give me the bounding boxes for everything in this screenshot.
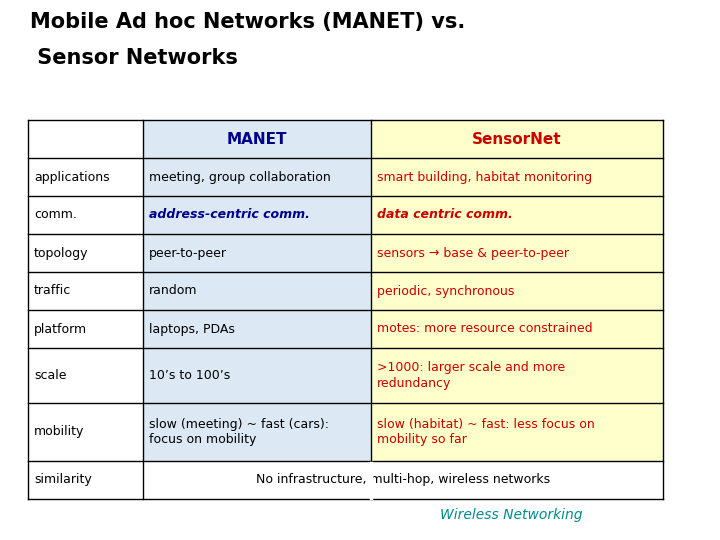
Bar xyxy=(28,348,143,403)
Bar xyxy=(371,403,663,461)
Bar xyxy=(143,461,663,499)
Text: slow (habitat) ~ fast: less focus on
mobility so far: slow (habitat) ~ fast: less focus on mob… xyxy=(377,418,595,446)
Text: similarity: similarity xyxy=(34,474,91,487)
Bar xyxy=(143,272,371,310)
Text: No infrastructure, multi-hop, wireless networks: No infrastructure, multi-hop, wireless n… xyxy=(256,474,550,487)
Text: motes: more resource constrained: motes: more resource constrained xyxy=(377,322,593,335)
Text: MANET: MANET xyxy=(227,132,287,146)
Bar xyxy=(28,196,143,234)
Bar xyxy=(143,158,371,196)
Text: Sensor Networks: Sensor Networks xyxy=(30,48,238,68)
Text: scale: scale xyxy=(34,369,66,382)
Text: peer-to-peer: peer-to-peer xyxy=(149,246,227,260)
Text: 10’s to 100’s: 10’s to 100’s xyxy=(149,369,230,382)
Text: traffic: traffic xyxy=(34,285,71,298)
Text: Mobile Ad hoc Networks (MANET) vs.: Mobile Ad hoc Networks (MANET) vs. xyxy=(30,12,465,32)
Text: laptops, PDAs: laptops, PDAs xyxy=(149,322,235,335)
Text: slow (meeting) ~ fast (cars):
focus on mobility: slow (meeting) ~ fast (cars): focus on m… xyxy=(149,418,329,446)
Bar xyxy=(143,348,371,403)
Bar xyxy=(371,272,663,310)
Bar xyxy=(371,310,663,348)
Text: >1000: larger scale and more
redundancy: >1000: larger scale and more redundancy xyxy=(377,361,565,389)
Bar xyxy=(28,272,143,310)
Text: random: random xyxy=(149,285,197,298)
Bar xyxy=(371,348,663,403)
Bar xyxy=(143,403,371,461)
Text: comm.: comm. xyxy=(34,208,77,221)
Bar xyxy=(28,310,143,348)
Text: periodic, synchronous: periodic, synchronous xyxy=(377,285,514,298)
Text: data centric comm.: data centric comm. xyxy=(377,208,513,221)
Text: sensors → base & peer-to-peer: sensors → base & peer-to-peer xyxy=(377,246,569,260)
Text: SensorNet: SensorNet xyxy=(472,132,562,146)
Bar xyxy=(143,234,371,272)
Text: applications: applications xyxy=(34,171,109,184)
Bar xyxy=(28,158,143,196)
Bar xyxy=(371,196,663,234)
Bar xyxy=(143,120,371,158)
Text: mobility: mobility xyxy=(34,426,84,438)
Text: Wireless Networking: Wireless Networking xyxy=(440,508,582,522)
Text: address-centric comm.: address-centric comm. xyxy=(149,208,310,221)
Text: smart building, habitat monitoring: smart building, habitat monitoring xyxy=(377,171,592,184)
Bar xyxy=(143,310,371,348)
Text: platform: platform xyxy=(34,322,87,335)
Bar xyxy=(28,234,143,272)
Text: meeting, group collaboration: meeting, group collaboration xyxy=(149,171,330,184)
Bar xyxy=(371,120,663,158)
Bar xyxy=(371,234,663,272)
Bar xyxy=(28,403,143,461)
Bar xyxy=(371,158,663,196)
Bar xyxy=(28,120,143,158)
Bar xyxy=(28,461,143,499)
Bar xyxy=(143,196,371,234)
Text: topology: topology xyxy=(34,246,89,260)
